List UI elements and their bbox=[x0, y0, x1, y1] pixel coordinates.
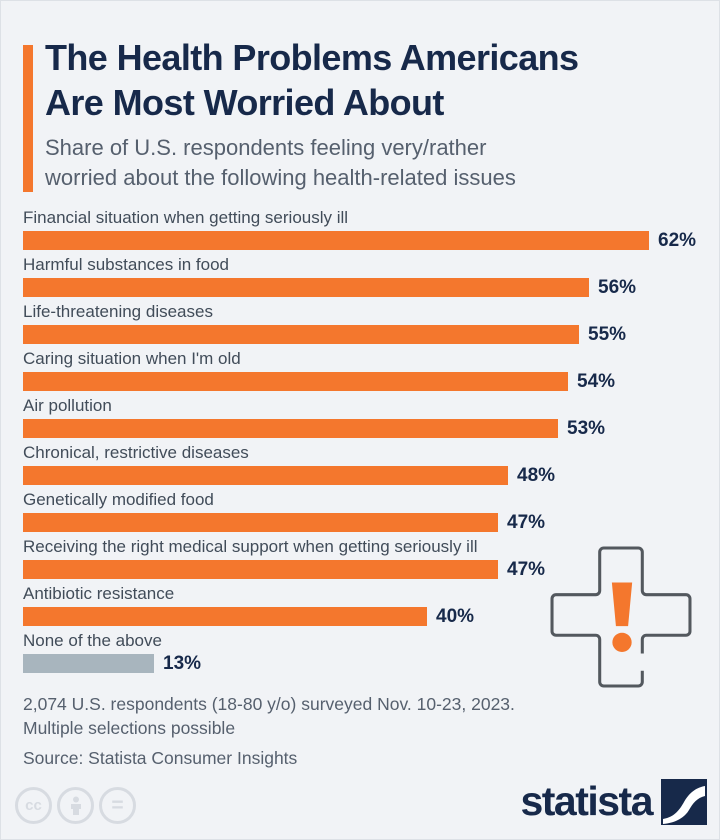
medical-cross-exclamation-icon bbox=[550, 546, 692, 688]
bar-row: Caring situation when I'm old 54% bbox=[23, 348, 699, 392]
statista-logo-mark-icon bbox=[661, 778, 707, 825]
bar-value-label: 47% bbox=[507, 511, 546, 533]
bar-category-label: Antibiotic resistance bbox=[23, 584, 175, 603]
bar-value-label: 47% bbox=[507, 558, 546, 580]
bar-row: Antibiotic resistance 40% bbox=[23, 583, 699, 627]
bar-value-label: 53% bbox=[567, 417, 606, 439]
bar-category-label: Air pollution bbox=[23, 396, 112, 415]
bar-value-label: 48% bbox=[517, 464, 556, 486]
bar-row: Chronical, restrictive diseases 48% bbox=[23, 442, 699, 486]
cross-outline bbox=[550, 546, 692, 688]
bar bbox=[23, 466, 508, 485]
bar bbox=[23, 372, 568, 391]
attribution-person-icon[interactable] bbox=[57, 787, 94, 824]
page-title-line-2: Are Most Worried About bbox=[45, 82, 444, 123]
bar-category-label: Genetically modified food bbox=[23, 490, 214, 509]
bar-category-label: Chronical, restrictive diseases bbox=[23, 443, 249, 462]
bar bbox=[23, 278, 589, 297]
bar-row: Receiving the right medical support when… bbox=[23, 536, 699, 580]
bar bbox=[23, 560, 498, 579]
bar bbox=[23, 654, 154, 673]
title-accent-bar bbox=[23, 45, 33, 192]
license-icons: cc = bbox=[15, 787, 136, 824]
bar-track: 62% bbox=[23, 229, 699, 251]
bar-category-label: Harmful substances in food bbox=[23, 255, 229, 274]
bar-track: 53% bbox=[23, 417, 699, 439]
footnote: 2,074 U.S. respondents (18-80 y/o) surve… bbox=[23, 692, 515, 770]
bar-category-label: None of the above bbox=[23, 631, 162, 650]
bar-track: 55% bbox=[23, 323, 699, 345]
bar bbox=[23, 231, 649, 250]
bar-track: 13% bbox=[23, 652, 699, 674]
bar-track: 47% bbox=[23, 558, 699, 580]
bar-value-label: 40% bbox=[436, 605, 475, 627]
bar-value-label: 56% bbox=[598, 276, 637, 298]
bar bbox=[23, 513, 498, 532]
exclamation-dot bbox=[612, 632, 632, 652]
source-line: Source: Statista Consumer Insights bbox=[23, 748, 298, 768]
bar bbox=[23, 419, 558, 438]
statista-logo[interactable]: statista bbox=[520, 778, 707, 825]
bar-value-label: 13% bbox=[163, 652, 202, 674]
bar-row: Life-threatening diseases 55% bbox=[23, 301, 699, 345]
exclamation-bar bbox=[611, 582, 633, 627]
statista-logo-text: statista bbox=[520, 778, 653, 824]
page-subtitle: Share of U.S. respondents feeling very/r… bbox=[45, 133, 516, 193]
cc-icon[interactable]: cc bbox=[15, 787, 52, 824]
footnote-line-1: 2,074 U.S. respondents (18-80 y/o) surve… bbox=[23, 694, 515, 714]
bar-category-label: Financial situation when getting serious… bbox=[23, 208, 349, 227]
bar-value-label: 54% bbox=[577, 370, 616, 392]
nd-equals-icon[interactable]: = bbox=[99, 787, 136, 824]
bar-row: Financial situation when getting serious… bbox=[23, 207, 699, 251]
footnote-line-2: Multiple selections possible bbox=[23, 718, 236, 738]
bar-category-label: Caring situation when I'm old bbox=[23, 349, 241, 368]
bar bbox=[23, 325, 579, 344]
bar-track: 47% bbox=[23, 511, 699, 533]
bar-row: Harmful substances in food 56% bbox=[23, 254, 699, 298]
cross-outline-gap bbox=[636, 653, 647, 671]
bar bbox=[23, 607, 427, 626]
page-subtitle-line-2: worried about the following health-relat… bbox=[45, 165, 516, 190]
bar-category-label: Life-threatening diseases bbox=[23, 302, 213, 321]
bar-track: 48% bbox=[23, 464, 699, 486]
bar-chart: Financial situation when getting serious… bbox=[23, 207, 699, 677]
bar-track: 56% bbox=[23, 276, 699, 298]
bar-track: 40% bbox=[23, 605, 699, 627]
bar-category-label: Receiving the right medical support when… bbox=[23, 537, 478, 556]
bar-row: None of the above 13% bbox=[23, 630, 699, 674]
page-title: The Health Problems Americans Are Most W… bbox=[45, 35, 579, 125]
page-subtitle-line-1: Share of U.S. respondents feeling very/r… bbox=[45, 135, 487, 160]
bar-track: 54% bbox=[23, 370, 699, 392]
bar-value-label: 62% bbox=[658, 229, 697, 251]
bar-row: Genetically modified food 47% bbox=[23, 489, 699, 533]
bar-row: Air pollution 53% bbox=[23, 395, 699, 439]
page-title-line-1: The Health Problems Americans bbox=[45, 37, 579, 78]
bar-value-label: 55% bbox=[588, 323, 627, 345]
